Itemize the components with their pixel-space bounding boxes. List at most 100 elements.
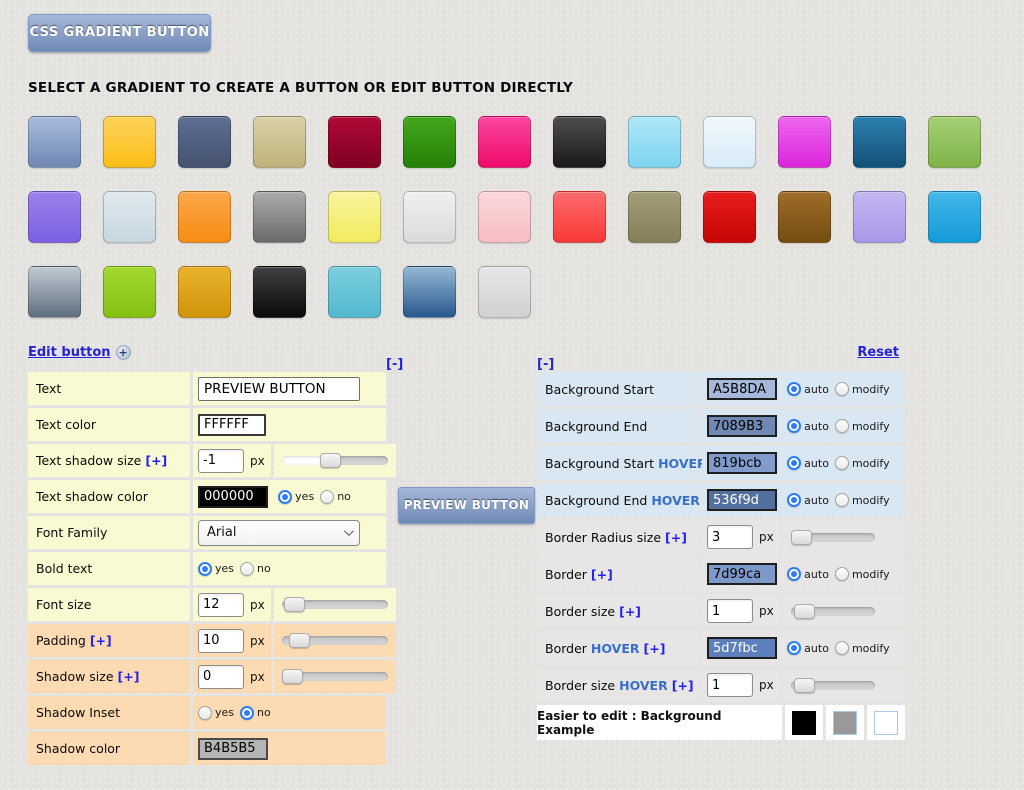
reset-link[interactable]: Reset xyxy=(857,345,899,360)
background-end-hover-radio-auto[interactable] xyxy=(787,493,802,507)
background-end-radio-auto[interactable] xyxy=(787,419,802,433)
gradient-swatch[interactable] xyxy=(778,116,831,168)
gradient-swatch[interactable] xyxy=(253,266,306,318)
expand-plus-link[interactable]: [+] xyxy=(145,453,168,468)
gradient-swatch[interactable] xyxy=(703,191,756,243)
border-hover-radio-modify[interactable] xyxy=(834,641,849,655)
text-shadow-size-slider[interactable] xyxy=(282,453,388,468)
border-size-slider[interactable] xyxy=(791,603,875,619)
expand-plus-link[interactable]: [+] xyxy=(671,677,694,693)
gradient-swatch[interactable] xyxy=(778,191,831,243)
gradient-swatch[interactable] xyxy=(103,191,156,243)
font-size-slider-thumb[interactable] xyxy=(283,597,305,612)
background-start-hover-color-field[interactable]: 819bcb xyxy=(707,452,777,474)
border-size-input[interactable] xyxy=(707,599,753,623)
padding-slider[interactable] xyxy=(282,633,388,648)
shadow-size-slider-thumb[interactable] xyxy=(282,669,303,684)
border-color-field[interactable]: 7d99ca xyxy=(707,563,777,585)
border-hover-color-field[interactable]: 5d7fbc xyxy=(707,637,777,659)
gradient-swatch[interactable] xyxy=(28,116,81,168)
gradient-swatch[interactable] xyxy=(853,191,906,243)
background-start-hover-radio-modify[interactable] xyxy=(834,456,849,470)
gradient-swatch[interactable] xyxy=(403,116,456,168)
edit-button-link[interactable]: Edit button xyxy=(28,345,111,360)
gradient-swatch[interactable] xyxy=(178,266,231,318)
expand-plus-link[interactable]: [+] xyxy=(619,603,642,619)
background-end-hover-radio-modify[interactable] xyxy=(834,493,849,507)
gradient-swatch[interactable] xyxy=(253,191,306,243)
border-radius-size-slider-thumb[interactable] xyxy=(791,529,812,545)
gradient-swatch[interactable] xyxy=(328,266,381,318)
gradient-swatch[interactable] xyxy=(328,116,381,168)
gradient-swatch[interactable] xyxy=(478,116,531,168)
gradient-swatch[interactable] xyxy=(553,191,606,243)
gradient-swatch[interactable] xyxy=(103,266,156,318)
expand-plus-link[interactable]: [+] xyxy=(665,529,687,545)
gradient-swatch[interactable] xyxy=(553,116,606,168)
gradient-swatch[interactable] xyxy=(178,116,231,168)
gradient-swatch[interactable] xyxy=(703,116,756,168)
text-shadow-color-radio-no[interactable] xyxy=(320,489,335,504)
background-start-color-field[interactable]: A5B8DA xyxy=(707,378,777,400)
collapse-right-link[interactable]: [-] xyxy=(537,357,555,372)
preview-button[interactable]: PREVIEW BUTTON xyxy=(398,487,535,524)
border-hover-radio-auto[interactable] xyxy=(787,641,802,655)
background-start-radio-modify[interactable] xyxy=(834,382,849,396)
padding-input[interactable] xyxy=(198,628,244,653)
font-size-input[interactable] xyxy=(198,592,244,617)
background-end-radio-modify[interactable] xyxy=(834,419,849,433)
text-shadow-size-slider-thumb[interactable] xyxy=(320,453,342,468)
text-shadow-color-color-field[interactable]: 000000 xyxy=(198,485,268,508)
background-start-radio-auto[interactable] xyxy=(787,382,802,396)
shadow-inset-radio-yes[interactable] xyxy=(198,705,212,720)
border-radio-auto[interactable] xyxy=(787,567,802,581)
gradient-swatch[interactable] xyxy=(103,116,156,168)
background-start-hover-radio-auto[interactable] xyxy=(787,456,802,470)
gradient-swatch[interactable] xyxy=(853,116,906,168)
plus-icon[interactable]: + xyxy=(115,345,131,360)
border-radius-size-input[interactable] xyxy=(707,525,753,549)
font-family-select[interactable]: Arial xyxy=(198,519,360,546)
gradient-swatch[interactable] xyxy=(28,191,81,243)
gradient-swatch[interactable] xyxy=(478,191,531,243)
border-radius-size-slider[interactable] xyxy=(791,529,875,545)
text-shadow-size-input[interactable] xyxy=(198,448,244,473)
gradient-swatch[interactable] xyxy=(403,266,456,318)
example-white-swatch[interactable] xyxy=(867,705,905,740)
gradient-swatch[interactable] xyxy=(478,266,531,318)
border-size-slider-thumb[interactable] xyxy=(794,603,816,619)
background-end-color-field[interactable]: 7089B3 xyxy=(707,415,777,437)
example-gray-swatch[interactable] xyxy=(826,705,864,740)
example-black-swatch[interactable] xyxy=(785,705,823,740)
border-radio-modify[interactable] xyxy=(834,567,849,581)
shadow-color-color-field[interactable]: B4B5B5 xyxy=(198,737,268,760)
gradient-swatch[interactable] xyxy=(328,191,381,243)
font-size-slider[interactable] xyxy=(282,597,388,612)
expand-plus-link[interactable]: [+] xyxy=(590,566,613,582)
gradient-swatch[interactable] xyxy=(28,266,81,318)
expand-plus-link[interactable]: [+] xyxy=(117,669,140,684)
gradient-swatch[interactable] xyxy=(403,191,456,243)
background-end-hover-color-field[interactable]: 536f9d xyxy=(707,489,777,511)
shadow-size-input[interactable] xyxy=(198,664,244,689)
gradient-swatch[interactable] xyxy=(628,191,681,243)
bold-text-radio-yes[interactable] xyxy=(198,561,212,576)
gradient-swatch[interactable] xyxy=(928,191,981,243)
padding-slider-thumb[interactable] xyxy=(288,633,310,648)
shadow-size-slider[interactable] xyxy=(282,669,388,684)
css-gradient-button[interactable]: CSS GRADIENT BUTTON xyxy=(28,14,211,52)
gradient-swatch[interactable] xyxy=(253,116,306,168)
text-color-input[interactable] xyxy=(198,413,266,436)
collapse-left-link[interactable]: [-] xyxy=(386,357,404,372)
shadow-inset-radio-no[interactable] xyxy=(240,705,255,720)
gradient-swatch[interactable] xyxy=(628,116,681,168)
gradient-swatch[interactable] xyxy=(928,116,981,168)
expand-plus-link[interactable]: [+] xyxy=(643,640,666,656)
border-size-hover-input[interactable] xyxy=(707,673,753,697)
expand-plus-link[interactable]: [+] xyxy=(89,633,112,648)
text-input[interactable] xyxy=(198,376,360,401)
gradient-swatch[interactable] xyxy=(178,191,231,243)
border-size-hover-slider-thumb[interactable] xyxy=(794,677,816,693)
text-shadow-color-radio-yes[interactable] xyxy=(278,489,293,504)
border-size-hover-slider[interactable] xyxy=(791,677,875,693)
